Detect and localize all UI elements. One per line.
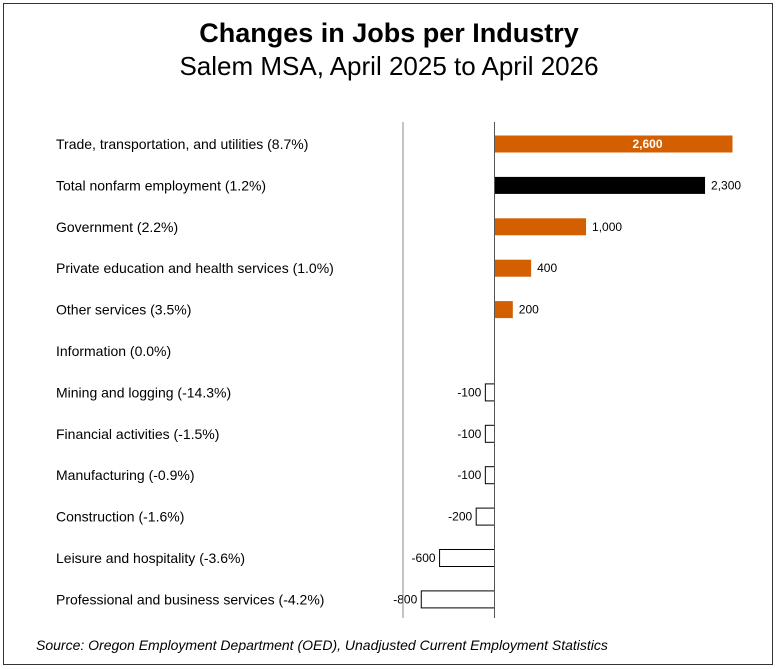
- category-label: Total nonfarm employment (1.2%): [56, 177, 266, 193]
- bar: [494, 218, 587, 236]
- category-labels: Trade, transportation, and utilities (8.…: [56, 136, 334, 607]
- category-label: Private education and health services (1…: [56, 260, 334, 276]
- value-label: 2,600: [632, 137, 662, 151]
- category-label: Trade, transportation, and utilities (8.…: [56, 136, 308, 152]
- category-label: Financial activities (-1.5%): [56, 426, 219, 442]
- value-labels: 2,600 2,300 1,000 400 200 -100 -100 -100 -200 -60…: [393, 137, 741, 606]
- bar: [484, 424, 496, 443]
- category-label: Other services (3.5%): [56, 302, 191, 318]
- bar: [475, 507, 496, 526]
- value-label: 1,000: [592, 220, 622, 234]
- category-label: Government (2.2%): [56, 219, 178, 235]
- bar: [484, 466, 496, 485]
- bar: [494, 135, 733, 153]
- category-label: Leisure and hospitality (-3.6%): [56, 550, 245, 566]
- bar: [420, 590, 495, 609]
- bar: [439, 549, 496, 567]
- value-label: 400: [537, 261, 557, 275]
- bar: [494, 301, 513, 319]
- bar: [484, 383, 496, 402]
- bars: [420, 135, 733, 609]
- bar: [494, 259, 532, 277]
- value-label: -100: [457, 468, 481, 482]
- category-label: Construction (-1.6%): [56, 509, 184, 525]
- value-label: -600: [412, 551, 436, 565]
- chart-frame: [3, 3, 773, 665]
- category-label: Professional and business services (-4.2…: [56, 591, 324, 607]
- category-label: Information (0.0%): [56, 343, 171, 359]
- category-label: Manufacturing (-0.9%): [56, 467, 195, 483]
- chart-subtitle: Salem MSA, April 2025 to April 2026: [179, 51, 599, 81]
- category-label: Mining and logging (-14.3%): [56, 384, 231, 400]
- value-label: -100: [457, 427, 481, 441]
- source-note: Source: Oregon Employment Department (OE…: [36, 637, 608, 653]
- chart-title: Changes in Jobs per Industry: [199, 18, 579, 48]
- value-label: -100: [457, 385, 481, 399]
- bar: [494, 176, 706, 194]
- value-label: -200: [448, 510, 472, 524]
- value-label: 200: [519, 303, 539, 317]
- value-label: 2,300: [711, 178, 741, 192]
- value-label: -800: [393, 592, 417, 606]
